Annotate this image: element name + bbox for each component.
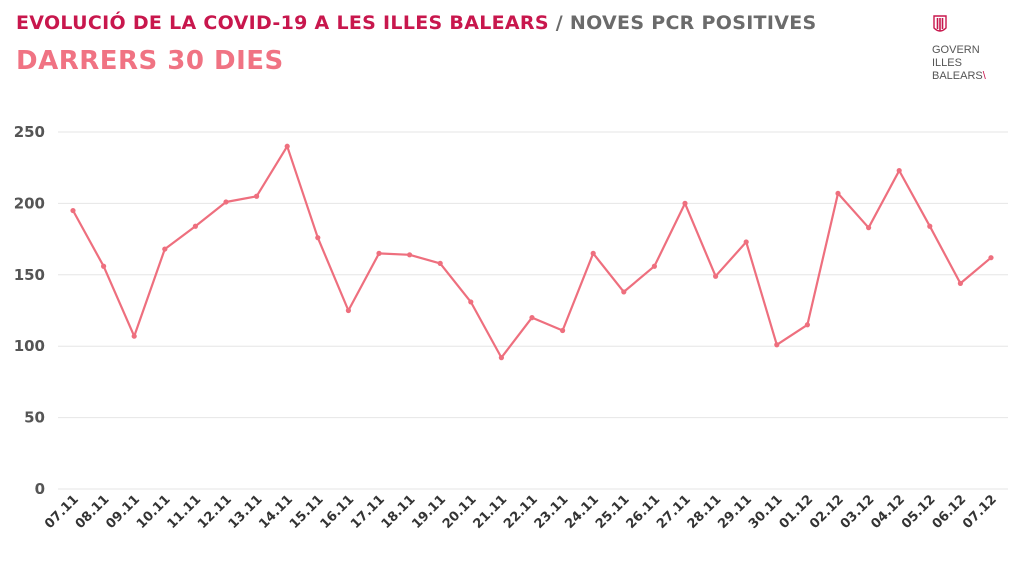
logo-line-3-text: BALEARS — [932, 70, 983, 82]
govern-logo-text: GOVERN ILLES BALEARS\ — [932, 44, 986, 83]
x-tick-label: 12.11 — [195, 492, 235, 532]
title-main: EVOLUCIÓ DE LA COVID-19 A LES ILLES BALE… — [16, 12, 549, 34]
chart-title: EVOLUCIÓ DE LA COVID-19 A LES ILLES BALE… — [16, 12, 816, 34]
gridlines — [58, 131, 1008, 490]
data-point — [437, 260, 443, 266]
data-point — [529, 315, 535, 321]
x-tick-label: 22.11 — [501, 492, 541, 532]
x-tick-label: 24.11 — [562, 492, 602, 532]
x-tick-label: 01.12 — [777, 492, 817, 532]
logo-line-3: BALEARS\ — [932, 70, 986, 83]
data-point — [713, 273, 719, 279]
data-point — [376, 250, 382, 256]
data-point — [101, 263, 107, 269]
x-tick-label: 23.11 — [532, 492, 572, 532]
data-point — [407, 252, 413, 258]
data-point — [896, 167, 902, 174]
logo-line-2: ILLES — [932, 57, 962, 69]
data-point — [468, 299, 474, 305]
data-point — [927, 223, 933, 229]
x-tick-label: 02.12 — [807, 492, 847, 532]
x-tick-label: 04.12 — [868, 492, 908, 532]
x-tick-label: 28.11 — [685, 492, 725, 532]
data-point — [315, 235, 321, 241]
series-line — [72, 145, 992, 359]
data-point — [621, 289, 627, 295]
data-point — [590, 250, 596, 256]
data-point — [682, 200, 688, 206]
x-tick-label: 03.12 — [838, 492, 878, 532]
x-tick-label: 26.11 — [624, 492, 664, 532]
x-tick-label: 21.11 — [471, 492, 511, 532]
x-tick-label: 10.11 — [134, 492, 174, 532]
logo-line-1: GOVERN — [932, 44, 980, 56]
x-tick-label: 07.12 — [960, 492, 1000, 532]
y-tick-label: 50 — [24, 409, 45, 427]
x-tick-label: 20.11 — [440, 492, 480, 532]
govern-logo: GOVERN ILLES BALEARS\ — [932, 14, 1012, 84]
data-point — [254, 193, 260, 199]
x-tick-label: 25.11 — [593, 492, 633, 532]
y-tick-label: 0 — [35, 480, 45, 498]
x-tick-label: 15.11 — [287, 492, 327, 532]
data-point — [560, 327, 566, 334]
x-tick-label: 29.11 — [715, 492, 755, 532]
data-point — [804, 322, 811, 328]
data-point — [284, 143, 290, 149]
series-points — [70, 143, 994, 361]
y-tick-label: 100 — [14, 337, 45, 355]
title-sub: NOVES PCR POSITIVES — [569, 12, 817, 34]
x-tick-label: 14.11 — [256, 492, 296, 532]
y-tick-label: 250 — [14, 123, 45, 141]
x-tick-label: 05.12 — [899, 492, 939, 532]
x-tick-label: 27.11 — [654, 492, 694, 532]
y-tick-label: 150 — [14, 266, 45, 284]
title-separator: / — [548, 12, 570, 34]
govern-logo-mark-icon — [933, 15, 947, 32]
x-tick-label: 18.11 — [379, 492, 419, 532]
data-point — [743, 239, 749, 245]
x-tick-label: 08.11 — [73, 492, 113, 532]
chart-subtitle: DARRERS 30 DIES — [16, 46, 284, 76]
x-axis-ticks: 07.1108.1109.1110.1111.1112.1113.1114.11… — [42, 492, 1000, 532]
data-point — [162, 246, 168, 252]
x-tick-label: 13.11 — [226, 492, 266, 532]
x-tick-label: 11.11 — [165, 492, 205, 532]
data-point — [223, 199, 229, 205]
data-point — [957, 280, 964, 286]
data-point — [192, 223, 198, 229]
x-tick-label: 16.11 — [318, 492, 358, 532]
data-point — [131, 333, 137, 339]
x-tick-label: 06.12 — [930, 492, 970, 532]
data-point — [774, 342, 780, 348]
x-tick-label: 17.11 — [348, 492, 388, 532]
x-tick-label: 30.11 — [746, 492, 786, 532]
data-point — [498, 355, 504, 361]
data-point — [988, 255, 994, 261]
x-tick-label: 09.11 — [103, 492, 143, 532]
data-point — [866, 225, 872, 231]
data-point — [651, 263, 658, 269]
data-point — [70, 207, 76, 214]
data-point — [345, 307, 351, 314]
x-tick-label: 19.11 — [409, 492, 449, 532]
logo-slash-icon: \ — [982, 70, 986, 82]
x-tick-label: 07.11 — [42, 492, 82, 532]
y-axis-ticks: 0 50 100 150 200 250 — [14, 123, 45, 498]
data-point — [835, 190, 841, 197]
y-tick-label: 200 — [14, 194, 45, 212]
